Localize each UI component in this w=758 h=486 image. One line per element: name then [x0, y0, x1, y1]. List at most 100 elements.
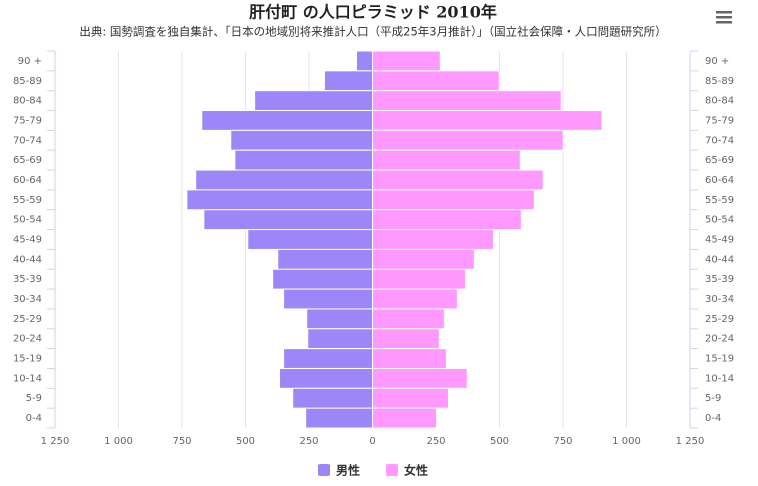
bar: [279, 367, 374, 389]
y-tick-label: 0-4: [26, 413, 42, 424]
bar: [372, 308, 445, 330]
y-tick-label: 70-74: [705, 135, 734, 146]
bar: [323, 70, 373, 92]
bar: [372, 407, 438, 429]
x-tick-label: 500: [490, 436, 509, 447]
menu-bar: [716, 11, 732, 14]
x-tick-label: 250: [299, 436, 318, 447]
bar: [195, 169, 373, 191]
bar: [372, 387, 449, 409]
x-tick-label: 1 250: [676, 436, 705, 447]
y-tick-label: 60-64: [705, 175, 734, 186]
y-tick-label: 5-9: [26, 393, 42, 404]
bar: [372, 248, 475, 270]
chart-subtitle: 出典: 国勢調査を独自集計、「日本の地域別将来推計人口（平成25年3月推計）」（…: [79, 25, 666, 39]
y-tick-label: 90 +: [705, 56, 729, 67]
legend-item[interactable]: 女性: [386, 463, 428, 478]
bar: [372, 367, 468, 389]
bar: [372, 90, 562, 112]
y-tick-label: 55-59: [13, 195, 42, 206]
bar: [283, 348, 374, 369]
y-tick-label: 85-89: [13, 76, 42, 87]
bar: [283, 288, 374, 310]
bar: [372, 50, 441, 72]
x-tick-label: 750: [553, 436, 572, 447]
bar: [230, 129, 373, 151]
y-tick-label: 85-89: [705, 76, 734, 87]
y-tick-label: 25-29: [705, 314, 734, 325]
y-tick-label: 80-84: [13, 96, 42, 107]
bar: [307, 328, 374, 350]
y-tick-label: 5-9: [705, 393, 721, 404]
legend-label: 男性: [336, 463, 360, 478]
x-tick-label: 250: [426, 436, 445, 447]
bar: [234, 149, 373, 171]
bar: [372, 209, 522, 231]
bar: [372, 149, 521, 171]
y-tick-label: 30-34: [705, 294, 734, 305]
legend-swatch: [386, 464, 398, 476]
y-tick-label: 20-24: [13, 334, 42, 345]
menu-bar: [716, 16, 732, 19]
x-tick-label: 750: [172, 436, 191, 447]
y-tick-label: 75-79: [13, 115, 42, 126]
y-tick-label: 60-64: [13, 175, 42, 186]
y-tick-label: 40-44: [13, 254, 42, 265]
bar: [372, 110, 603, 131]
x-tick-label: 0: [369, 436, 375, 447]
y-tick-label: 15-19: [705, 354, 734, 365]
bar: [305, 407, 373, 429]
y-tick-label: 10-14: [13, 373, 42, 384]
bar: [254, 90, 373, 112]
x-tick-label: 1 000: [104, 436, 133, 447]
x-tick-label: 1 250: [41, 436, 70, 447]
bar: [372, 169, 544, 191]
bar: [372, 70, 500, 92]
bar: [372, 229, 494, 250]
y-tick-label: 70-74: [13, 135, 42, 146]
y-tick-label: 0-4: [705, 413, 721, 424]
bar: [372, 268, 466, 290]
y-tick-label: 10-14: [705, 373, 734, 384]
bar: [372, 328, 440, 350]
y-tick-label: 50-54: [13, 215, 42, 226]
y-tick-label: 90 +: [18, 56, 42, 67]
y-tick-label: 55-59: [705, 195, 734, 206]
y-tick-label: 25-29: [13, 314, 42, 325]
x-tick-label: 1 000: [612, 436, 641, 447]
bar: [201, 110, 373, 131]
y-tick-label: 30-34: [13, 294, 42, 305]
legend-swatch: [318, 464, 330, 476]
y-tick-label: 35-39: [705, 274, 734, 285]
y-tick-label: 35-39: [13, 274, 42, 285]
y-tick-label: 75-79: [705, 115, 734, 126]
y-tick-label: 65-69: [705, 155, 734, 166]
y-tick-label: 65-69: [13, 155, 42, 166]
bar: [203, 209, 373, 231]
bar: [247, 229, 373, 250]
y-tick-label: 45-49: [705, 235, 734, 246]
y-tick-label: 40-44: [705, 254, 734, 265]
y-tick-label: 50-54: [705, 215, 734, 226]
y-tick-label: 15-19: [13, 354, 42, 365]
bar: [292, 387, 373, 409]
bar: [272, 268, 374, 290]
y-tick-label: 20-24: [705, 334, 734, 345]
bar: [277, 248, 373, 270]
bar: [372, 129, 564, 151]
bar: [186, 189, 373, 211]
bar: [306, 308, 373, 330]
chart-title: 肝付町 の人口ピラミッド 2010年: [249, 3, 497, 22]
bar: [372, 348, 447, 369]
bar: [372, 288, 458, 310]
y-tick-label: 45-49: [13, 235, 42, 246]
legend-item[interactable]: 男性: [318, 463, 360, 478]
menu-button[interactable]: [710, 5, 738, 29]
bar: [355, 50, 373, 72]
legend-label: 女性: [404, 463, 428, 478]
menu-bar: [716, 21, 732, 24]
y-tick-label: 80-84: [705, 96, 734, 107]
x-tick-label: 500: [236, 436, 255, 447]
